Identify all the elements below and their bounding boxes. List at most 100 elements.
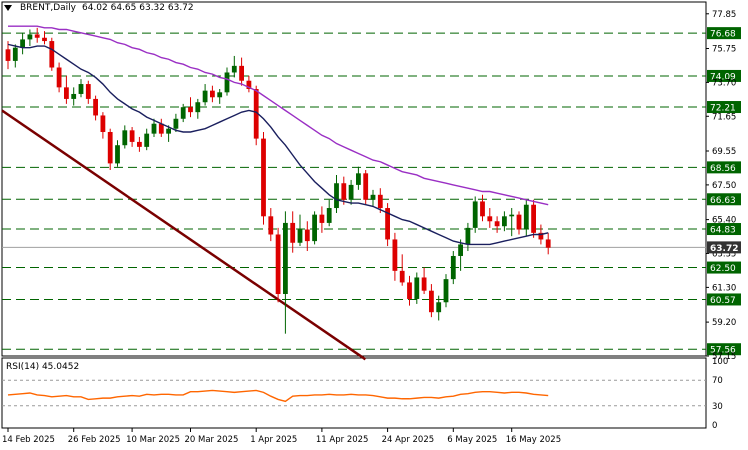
candle[interactable] (319, 206, 325, 233)
candle[interactable] (472, 196, 478, 233)
candle[interactable] (144, 128, 150, 151)
candle[interactable] (407, 275, 412, 306)
candle[interactable] (129, 127, 135, 147)
candle-body (217, 92, 223, 98)
candle[interactable] (414, 272, 420, 304)
candle-body (107, 131, 113, 164)
candle[interactable] (231, 55, 237, 78)
candle[interactable] (348, 179, 354, 205)
candle[interactable] (173, 113, 179, 132)
candle-body (151, 123, 157, 134)
candle-body (78, 84, 84, 94)
date-tick-label: 16 May 2025 (506, 435, 561, 445)
candle[interactable] (27, 29, 33, 47)
candle[interactable] (494, 216, 500, 233)
candle[interactable] (421, 267, 427, 295)
date-tick-label: 26 Feb 2025 (68, 435, 121, 445)
candle[interactable] (107, 128, 113, 171)
candle[interactable] (450, 251, 456, 285)
candle-body (27, 34, 33, 40)
candle[interactable] (312, 211, 317, 245)
date-tick-label: 14 Feb 2025 (2, 435, 55, 445)
candle-body (100, 115, 106, 132)
candle[interactable] (370, 189, 376, 207)
candle[interactable] (392, 232, 398, 281)
candle[interactable] (122, 125, 128, 149)
rsi-tick-label: 0 (712, 421, 717, 431)
candle[interactable] (253, 85, 259, 146)
candle-body (348, 184, 354, 200)
candle[interactable] (71, 87, 77, 106)
candle[interactable] (377, 188, 383, 213)
trendline[interactable] (1, 109, 367, 361)
candle[interactable] (290, 211, 296, 253)
candle[interactable] (385, 203, 390, 247)
candle[interactable] (356, 166, 361, 190)
candle[interactable] (224, 67, 230, 96)
candle[interactable] (458, 239, 463, 271)
candle[interactable] (297, 214, 303, 247)
candle[interactable] (268, 208, 274, 242)
rsi-tick-label: 30 (712, 402, 723, 412)
candle[interactable] (502, 211, 507, 232)
candle[interactable] (509, 208, 515, 237)
candle[interactable] (195, 98, 201, 119)
candle[interactable] (326, 199, 332, 227)
candle[interactable] (465, 222, 471, 252)
candle[interactable] (56, 62, 62, 93)
candle[interactable] (64, 75, 69, 104)
rsi-pane-frame (1, 357, 707, 429)
candle[interactable] (545, 232, 551, 255)
price-tick-label: 63.35 (712, 250, 736, 260)
candle-body (56, 67, 62, 88)
candle[interactable] (531, 199, 536, 238)
candle[interactable] (341, 176, 347, 205)
candle[interactable] (34, 27, 40, 43)
candle[interactable] (49, 37, 55, 71)
candle[interactable] (487, 208, 493, 228)
candle[interactable] (210, 85, 215, 103)
candle-body (385, 208, 390, 240)
candle[interactable] (239, 57, 244, 86)
candle[interactable] (334, 174, 339, 213)
candle[interactable] (516, 211, 522, 235)
candle[interactable] (304, 221, 310, 252)
candle[interactable] (180, 103, 186, 123)
candle[interactable] (100, 112, 106, 139)
collapse-triangle-icon[interactable] (4, 5, 12, 11)
price-pane-frame (1, 1, 707, 357)
candle[interactable] (115, 140, 120, 167)
candle[interactable] (42, 31, 47, 45)
candle[interactable] (399, 254, 405, 286)
candle[interactable] (137, 136, 142, 152)
candle[interactable] (261, 131, 266, 225)
candle[interactable] (363, 170, 369, 205)
candle[interactable] (523, 199, 529, 237)
candle[interactable] (275, 227, 281, 303)
candle-body (188, 107, 193, 113)
candle[interactable] (158, 118, 164, 137)
candle[interactable] (202, 84, 208, 106)
candle[interactable] (429, 284, 434, 318)
candle[interactable] (480, 194, 485, 222)
candle[interactable] (78, 79, 84, 98)
candle[interactable] (5, 41, 11, 70)
candle-body (414, 277, 420, 299)
candle[interactable] (246, 75, 252, 93)
level-label-box (707, 101, 741, 114)
candle[interactable] (283, 211, 288, 334)
candle[interactable] (151, 118, 157, 137)
candle[interactable] (188, 97, 193, 118)
candle[interactable] (436, 295, 442, 321)
candle-body (34, 34, 40, 38)
candle[interactable] (93, 95, 98, 121)
candle[interactable] (12, 44, 18, 68)
candle[interactable] (85, 80, 91, 104)
rsi-tick-label: 70 (712, 376, 723, 386)
candle[interactable] (20, 32, 25, 55)
candle-body (334, 183, 339, 209)
candle[interactable] (217, 89, 223, 104)
candle[interactable] (443, 274, 449, 308)
candle[interactable] (166, 125, 171, 142)
